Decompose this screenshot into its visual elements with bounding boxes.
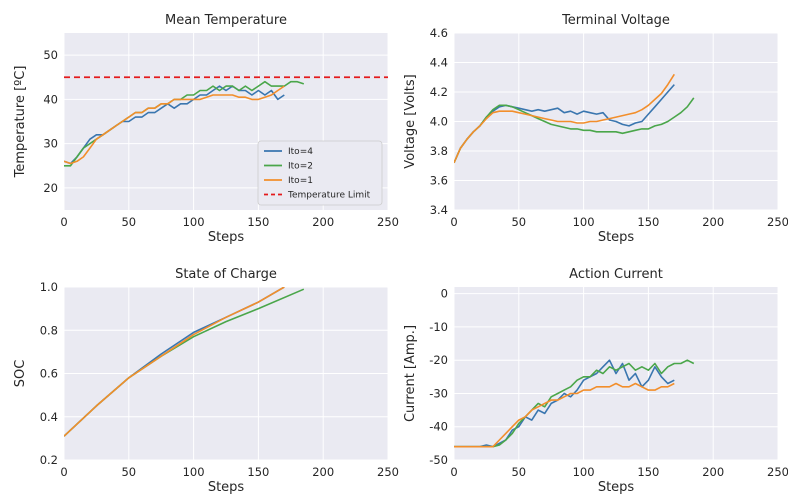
chart-title: State of Charge bbox=[175, 267, 277, 282]
y-tick-label: 1.0 bbox=[40, 280, 58, 294]
legend-entry: Ito=4 bbox=[288, 147, 313, 157]
y-axis-label: Current [Amp.] bbox=[403, 325, 418, 422]
y-tick-label: 50 bbox=[43, 48, 58, 62]
series-line-ito-4 bbox=[64, 85, 285, 165]
x-tick-label: 100 bbox=[573, 465, 595, 479]
y-tick-label: 0.6 bbox=[40, 367, 58, 381]
x-tick-label: 200 bbox=[702, 465, 724, 479]
x-tick-label: 200 bbox=[702, 215, 724, 229]
x-axis-label: Steps bbox=[598, 230, 635, 245]
chart-soc: 0 50 100 150 200 250 0.2 0.4 0.6 0.8 1.0 State of C… bbox=[13, 267, 399, 495]
legend: Ito=4 Ito=2 Ito=1 Temperature Limit bbox=[257, 140, 383, 206]
series-line-ito-2 bbox=[454, 359, 695, 448]
x-tick-label: 50 bbox=[121, 215, 136, 229]
chart-voltage: 0 50 100 150 200 250 3.4 3.6 3.8 4.0 4.2 4.4 4.6 Term… bbox=[403, 13, 788, 245]
x-tick-label: 0 bbox=[450, 215, 457, 229]
chart-title: Mean Temperature bbox=[165, 13, 287, 28]
x-tick-label: 150 bbox=[247, 465, 269, 479]
x-tick-label: 200 bbox=[312, 465, 334, 479]
chart-temp: 0 50 100 150 200 250 20 30 40 50 Mean Temperature S… bbox=[13, 13, 399, 245]
x-tick-label: 150 bbox=[637, 465, 659, 479]
x-tick-label: 250 bbox=[377, 215, 399, 229]
series-line-ito-1 bbox=[64, 85, 285, 165]
legend-box bbox=[257, 140, 383, 206]
y-tick-label: 0.4 bbox=[40, 410, 58, 424]
x-tick-label: 100 bbox=[183, 215, 205, 229]
y-tick-label: 40 bbox=[43, 92, 58, 106]
series-line-ito-1 bbox=[454, 382, 675, 448]
x-tick-label: 250 bbox=[767, 465, 788, 479]
x-tick-label: 100 bbox=[183, 465, 205, 479]
x-tick-label: 150 bbox=[637, 215, 659, 229]
y-tick-label: 3.4 bbox=[430, 203, 448, 217]
chart-title: Action Current bbox=[569, 267, 663, 282]
legend-entry: Ito=1 bbox=[288, 176, 313, 186]
y-tick-label: 30 bbox=[43, 137, 58, 151]
x-tick-label: 100 bbox=[573, 215, 595, 229]
x-tick-label: 50 bbox=[511, 215, 526, 229]
y-tick-label: -20 bbox=[429, 353, 448, 367]
y-tick-label: 4.0 bbox=[430, 115, 448, 129]
x-tick-label: 50 bbox=[511, 465, 526, 479]
x-tick-label: 0 bbox=[450, 465, 457, 479]
x-tick-label: 0 bbox=[60, 465, 67, 479]
y-axis-label: Voltage [Volts] bbox=[403, 74, 418, 168]
y-tick-label: -30 bbox=[429, 386, 448, 400]
y-tick-label: 3.8 bbox=[430, 144, 448, 158]
legend-entry: Ito=2 bbox=[288, 162, 313, 172]
y-axis-label: Temperature [ºC] bbox=[13, 66, 28, 179]
y-tick-label: -10 bbox=[429, 320, 448, 334]
x-tick-label: 0 bbox=[60, 215, 67, 229]
y-tick-label: 4.6 bbox=[430, 26, 448, 40]
y-tick-label: 4.4 bbox=[430, 56, 448, 70]
y-axis-label: SOC bbox=[13, 360, 28, 388]
y-tick-label: -50 bbox=[429, 453, 448, 467]
y-tick-label: 3.6 bbox=[430, 174, 448, 188]
x-tick-label: 150 bbox=[247, 215, 269, 229]
x-tick-label: 250 bbox=[377, 465, 399, 479]
x-tick-label: 50 bbox=[121, 465, 136, 479]
x-tick-label: 200 bbox=[312, 215, 334, 229]
x-axis-label: Steps bbox=[208, 480, 245, 495]
y-tick-label: 0.8 bbox=[40, 323, 58, 337]
x-tick-label: 250 bbox=[767, 215, 788, 229]
series-line-ito-2 bbox=[454, 97, 695, 164]
legend-entry: Temperature Limit bbox=[287, 191, 371, 201]
y-tick-label: 20 bbox=[43, 181, 58, 195]
chart-title: Terminal Voltage bbox=[561, 13, 670, 28]
x-axis-label: Steps bbox=[208, 230, 245, 245]
series-line-ito-1 bbox=[64, 287, 285, 437]
y-tick-label: 0 bbox=[441, 287, 448, 301]
y-tick-label: 4.2 bbox=[430, 85, 448, 99]
y-tick-label: 0.2 bbox=[40, 453, 58, 467]
y-tick-label: -40 bbox=[429, 420, 448, 434]
series-line-ito-1 bbox=[454, 73, 675, 164]
chart-current: 0 50 100 150 200 250 -50 -40 -30 -20 -10 0 Action Cu… bbox=[403, 267, 788, 495]
series-line-ito-4 bbox=[454, 359, 675, 448]
x-axis-label: Steps bbox=[598, 480, 635, 495]
